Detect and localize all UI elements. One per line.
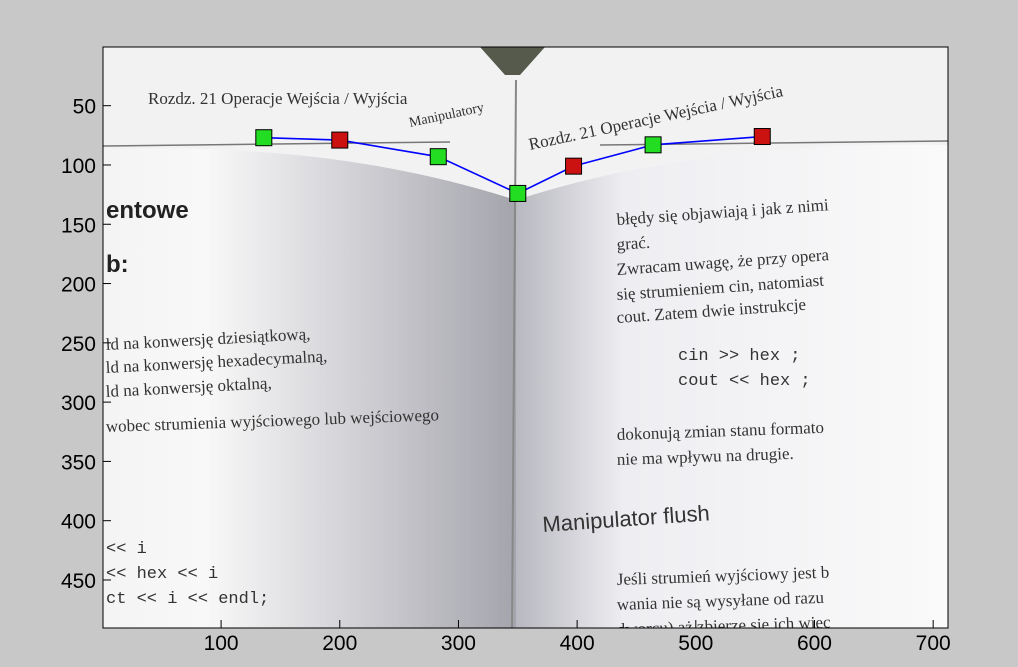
image-text-line: grać. [616,233,651,254]
x-tick-label: 600 [797,632,832,655]
x-tick-label: 100 [204,632,239,655]
marker [754,129,770,145]
marker [645,137,661,153]
x-tick-label: 300 [441,632,476,655]
image-text-line: cin >> hex ; [678,347,800,366]
marker [430,149,446,165]
figure: Rozdz. 21 Operacje Wejścia / WyjściaRozd… [0,0,1018,667]
marker [566,158,582,174]
image-text-line: entowe [106,197,189,224]
marker [256,130,272,146]
y-tick-label: 450 [61,570,96,593]
image-text-line: << i [106,540,147,559]
marker [332,132,348,148]
x-tick-label: 700 [916,632,951,655]
image-text-line: ct << i << endl; [106,590,269,609]
y-tick-label: 100 [61,155,96,178]
y-tick-label: 50 [73,96,96,119]
image-text-line: Rozdz. 21 Operacje Wejścia / Wyjścia [148,89,408,108]
image-text-line: b: [106,251,129,278]
y-tick-label: 300 [61,392,96,415]
image-text-line: cout << hex ; [678,372,811,391]
y-tick-label: 150 [61,214,96,237]
y-tick-label: 200 [61,274,96,297]
x-tick-label: 400 [560,632,595,655]
y-tick-label: 400 [61,511,96,534]
x-tick-label: 200 [322,632,357,655]
page: Rozdz. 21 Operacje Wejścia / WyjściaRozd… [0,0,1018,667]
image-text-line: << hex << i [106,565,218,584]
marker [510,185,526,201]
y-tick-label: 350 [61,451,96,474]
y-tick-label: 250 [61,333,96,356]
x-tick-label: 500 [678,632,713,655]
